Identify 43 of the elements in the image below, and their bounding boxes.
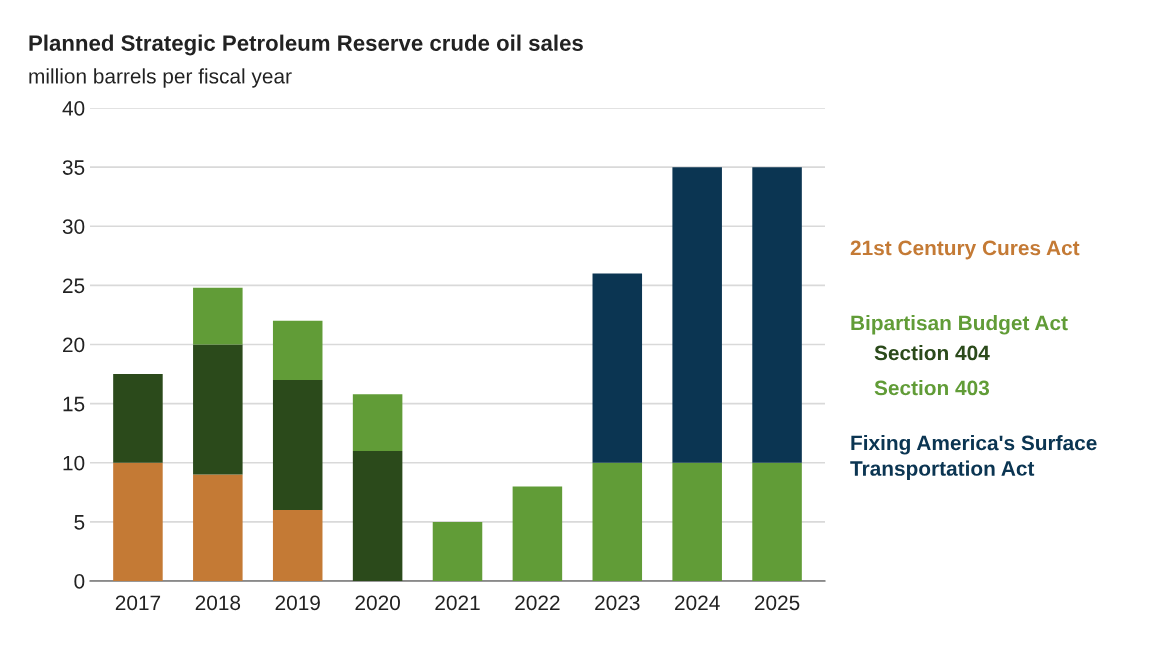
- bar: [752, 167, 802, 463]
- chart-title: Planned Strategic Petroleum Reserve crude oil sales: [29, 34, 583, 56]
- text: Fixing America's Surface Transportation Act: [850, 435, 1097, 480]
- bar: [672, 462, 722, 581]
- y-tick-label: 10: [63, 455, 85, 471]
- x-tick-label: 2025: [754, 595, 800, 611]
- y-tick-label: 40: [62, 101, 85, 116]
- bar: [512, 486, 563, 581]
- bar: [113, 374, 163, 463]
- bar: [672, 167, 722, 463]
- bar: [193, 287, 243, 345]
- bar: [113, 462, 163, 581]
- text: Section 403: [874, 380, 990, 396]
- bar: [352, 394, 403, 451]
- y-tick-label: 15: [63, 396, 85, 412]
- x-tick-label: 2023: [595, 595, 640, 611]
- bar: [272, 510, 323, 581]
- bar: [352, 450, 403, 581]
- bar: [752, 462, 802, 581]
- bar: [272, 379, 323, 511]
- bar: [272, 320, 323, 380]
- bar: [432, 521, 483, 581]
- x-tick-label: 2020: [355, 595, 400, 611]
- text: Section 404: [874, 345, 990, 361]
- bar: [592, 462, 643, 581]
- y-tick-label: 25: [63, 278, 85, 294]
- text: Bipartisan Budget Act: [851, 315, 1068, 335]
- chart-subtitle: million barrels per fiscal year: [29, 68, 292, 88]
- bar: [193, 474, 243, 581]
- x-tick-label: 2022: [515, 595, 560, 611]
- y-tick-label: 0: [74, 574, 85, 589]
- x-tick-label: 2017: [115, 595, 161, 611]
- y-tick-label: 5: [74, 515, 85, 530]
- y-tick-label: 35: [62, 160, 85, 175]
- x-tick-label: 2021: [435, 595, 480, 611]
- bar: [193, 344, 243, 475]
- x-tick-label: 2019: [275, 595, 320, 611]
- x-tick-label: 2018: [195, 595, 241, 611]
- bar: [592, 273, 643, 463]
- x-tick-label: 2024: [675, 595, 720, 611]
- y-tick-label: 20: [63, 337, 85, 353]
- y-tick-label: 30: [62, 219, 85, 234]
- text: 21st Century Cures Act: [850, 240, 1080, 260]
